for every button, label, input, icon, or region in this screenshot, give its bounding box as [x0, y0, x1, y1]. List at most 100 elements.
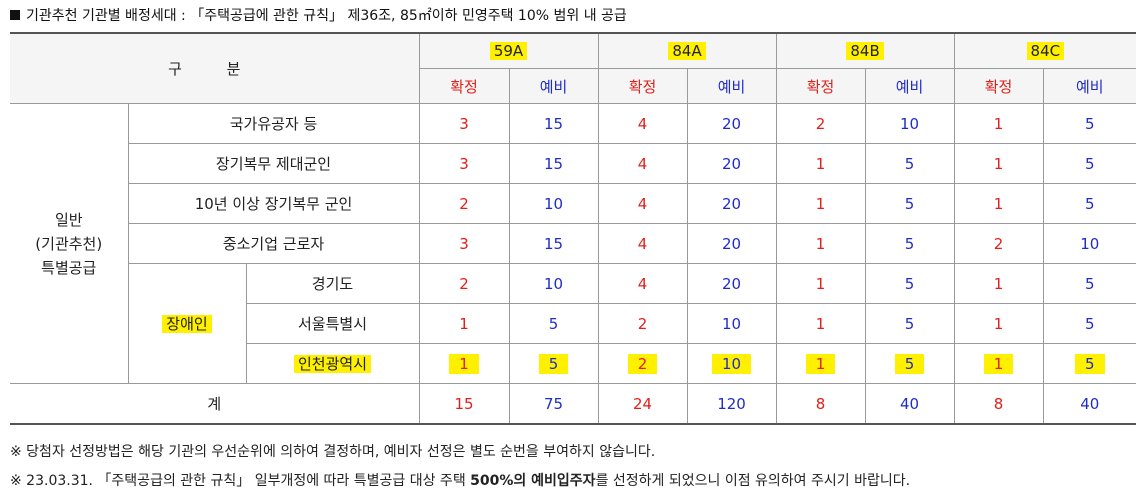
cell-value: 4: [597, 143, 688, 184]
cell-value: 2: [953, 223, 1044, 264]
cell-value: 4: [597, 263, 688, 304]
disabled-label: 장애인: [162, 315, 212, 333]
disabled-group-cell: 장애인: [127, 263, 247, 384]
cell-value: 3: [418, 223, 510, 264]
type-header-84C: 84C: [953, 32, 1137, 69]
cell-value: 5: [864, 223, 955, 264]
cell-value: 1: [449, 353, 479, 374]
total-value: 8: [775, 383, 866, 425]
total-label: 계: [10, 383, 420, 425]
cell-value: 5: [1075, 353, 1105, 374]
cell-value-cell: 1: [775, 343, 866, 384]
title-text: 기관추천 기관별 배정세대 : 「주택공급에 관한 규칙」 제36조, 85㎡이…: [26, 8, 627, 24]
cell-value: 20: [686, 183, 777, 224]
reserve-header: 예비: [1042, 68, 1137, 104]
cell-value: 5: [1042, 103, 1137, 144]
cell-value: 4: [597, 183, 688, 224]
gubun-header: 구 분: [10, 32, 420, 104]
group-label: 일반 (기관추천) 특별공급: [10, 103, 129, 384]
allocation-table: 구 분 59A 84A 84B 84C 확정 예비 확정 예비 확정 예비 확정…: [10, 32, 1137, 425]
cell-value: 15: [508, 223, 599, 264]
cell-value: 1: [953, 143, 1044, 184]
footnote-amendment: ※ 23.03.31. 「주택공급의 관한 규칙」 일부개정에 따라 특별공급 …: [10, 470, 910, 490]
cell-value: 1: [953, 183, 1044, 224]
page-title: 기관추천 기관별 배정세대 : 「주택공급에 관한 규칙」 제36조, 85㎡이…: [10, 5, 627, 25]
type-label: 59A: [489, 42, 528, 60]
cell-value: 1: [805, 353, 836, 374]
cell-value: 1: [953, 103, 1044, 144]
row-label: 중소기업 근로자: [127, 223, 420, 264]
total-value: 40: [1042, 383, 1137, 425]
type-label: 84A: [668, 42, 706, 60]
cell-value: 2: [418, 183, 510, 224]
type-header-59A: 59A: [418, 32, 599, 69]
reserve-header: 예비: [864, 68, 955, 104]
table-row: 일반 (기관추천) 특별공급 국가유공자 등 3 15 4 20 2 10 1 …: [10, 103, 1137, 384]
cell-value: 15: [508, 143, 599, 184]
cell-value: 5: [864, 263, 955, 304]
cell-value-cell: 5: [508, 343, 599, 384]
cell-value: 5: [864, 143, 955, 184]
cell-value: 3: [418, 143, 510, 184]
cell-value: 2: [775, 103, 866, 144]
cell-value: 5: [1042, 303, 1137, 344]
row-label: 인천광역시: [294, 355, 372, 373]
header-row-types: 구 분 59A 84A 84B 84C: [10, 32, 1137, 104]
total-row: 계 15 75 24 120 8 40 8 40: [10, 383, 1137, 425]
cell-value: 1: [418, 303, 510, 344]
cell-value: 4: [597, 223, 688, 264]
cell-value: 5: [864, 183, 955, 224]
cell-value: 1: [775, 263, 866, 304]
table-row: 10년 이상 장기복무 군인 2 10 4 20 1 5 1 5: [10, 183, 1137, 224]
row-label: 경기도: [245, 263, 420, 304]
table-row: 장애인 경기도 2 10 4 20 1 5 1 5: [10, 263, 1137, 384]
cell-value: 10: [711, 353, 752, 374]
cell-value: 5: [894, 353, 925, 374]
type-header-84A: 84A: [597, 32, 777, 69]
footnote-selection-method: ※ 당첨자 선정방법은 해당 기관의 우선순위에 의하여 결정하며, 예비자 선…: [10, 444, 656, 460]
cell-value-cell: 5: [864, 343, 955, 384]
cell-value: 10: [508, 183, 599, 224]
cell-value: 2: [418, 263, 510, 304]
cell-value: 5: [538, 353, 569, 374]
row-label: 10년 이상 장기복무 군인: [127, 183, 420, 224]
table-row: 중소기업 근로자 3 15 4 20 1 5 2 10: [10, 223, 1137, 264]
cell-value: 4: [597, 103, 688, 144]
cell-value-cell: 2: [597, 343, 688, 384]
row-label-cell: 인천광역시: [245, 343, 420, 384]
cell-value: 20: [686, 263, 777, 304]
total-value: 8: [953, 383, 1044, 425]
cell-value: 20: [686, 223, 777, 264]
table-row: 인천광역시 1 5 2 10 1 5 1 5: [10, 343, 1137, 384]
confirmed-header: 확정: [953, 68, 1044, 104]
type-label: 84B: [846, 42, 884, 60]
square-bullet-icon: [10, 10, 20, 20]
cell-value-cell: 5: [1042, 343, 1137, 384]
confirmed-header: 확정: [597, 68, 688, 104]
row-label: 서울특별시: [245, 303, 420, 344]
cell-value: 3: [418, 103, 510, 144]
cell-value: 2: [597, 303, 688, 344]
confirmed-header: 확정: [775, 68, 866, 104]
cell-value: 5: [1042, 263, 1137, 304]
cell-value: 1: [983, 353, 1014, 374]
cell-value: 5: [1042, 183, 1137, 224]
row-label: 장기복무 제대군인: [127, 143, 420, 184]
cell-value: 1: [953, 303, 1044, 344]
total-value: 75: [508, 383, 599, 425]
total-value: 15: [418, 383, 510, 425]
cell-value: 20: [686, 103, 777, 144]
cell-value: 1: [953, 263, 1044, 304]
type-header-84B: 84B: [775, 32, 955, 69]
cell-value-cell: 10: [686, 343, 777, 384]
table-row: 장기복무 제대군인 3 15 4 20 1 5 1 5: [10, 143, 1137, 184]
cell-value: 5: [1042, 143, 1137, 184]
cell-value: 1: [775, 303, 866, 344]
reserve-header: 예비: [686, 68, 777, 104]
total-value: 120: [686, 383, 777, 425]
row-label: 국가유공자 등: [127, 103, 420, 144]
cell-value: 10: [864, 103, 955, 144]
confirmed-header: 확정: [418, 68, 510, 104]
total-value: 24: [597, 383, 688, 425]
header-row-kinds: 확정 예비 확정 예비 확정 예비 확정 예비: [10, 68, 1137, 104]
